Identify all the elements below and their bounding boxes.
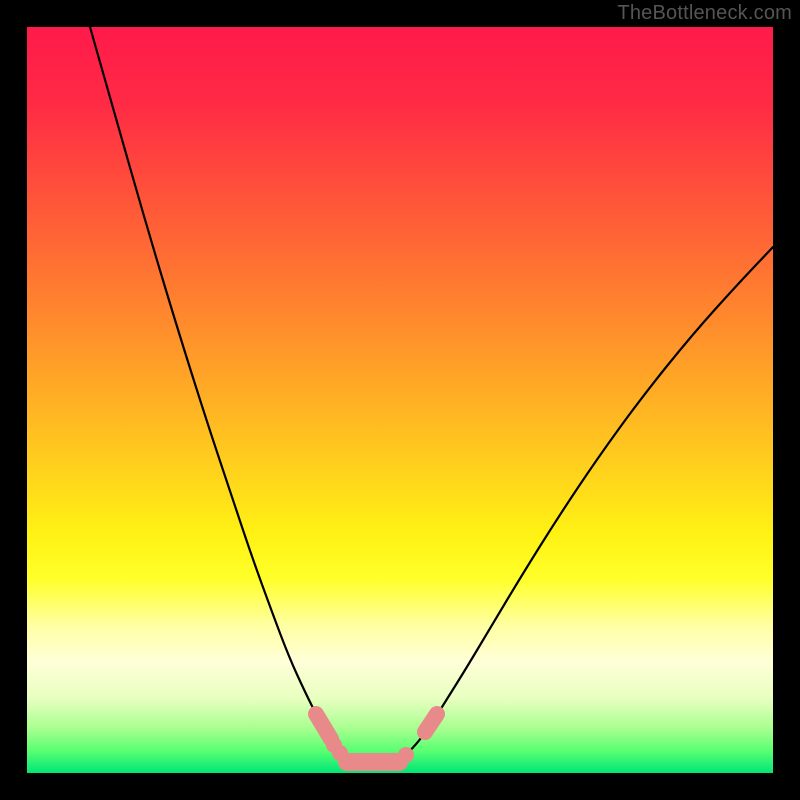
marker-capsule: [425, 714, 437, 732]
marker-dot: [398, 747, 414, 763]
plot-svg: [27, 27, 773, 773]
watermark-text: TheBottleneck.com: [617, 2, 792, 25]
plot-area: [27, 27, 773, 773]
figure-frame: TheBottleneck.com: [0, 0, 800, 800]
gradient-background: [27, 27, 773, 773]
